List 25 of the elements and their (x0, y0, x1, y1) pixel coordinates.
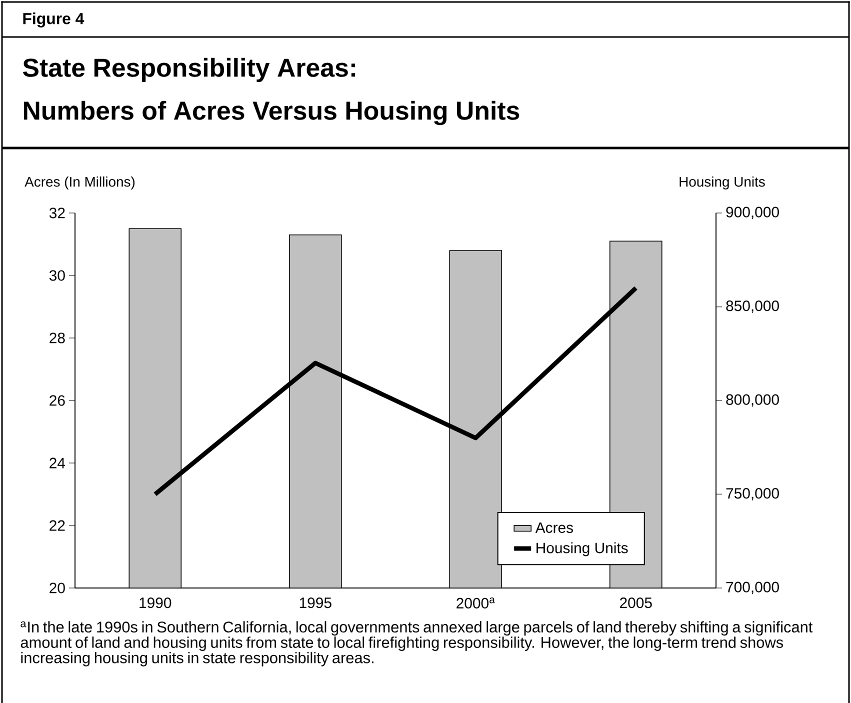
y-tick-label: 20 (50, 582, 65, 594)
y-tick-label: 24 (50, 458, 66, 468)
chart-subtitle: Numbers of Acres Versus Housing Units (24, 100, 520, 126)
y2-tick-label: 850,000 (726, 300, 779, 313)
y-tick-label: 28 (50, 332, 65, 344)
x-tick-label: 2005 (620, 598, 652, 608)
y-tick-label: 32 (49, 208, 65, 218)
x-tick-label: 1990 (140, 598, 172, 608)
y2-tick-label: 900,000 (726, 206, 779, 220)
y-tick-label: 22 (50, 520, 65, 531)
text: $^{a}$In the late 1990s in Southern California, local governments annexed large parcels of land thereby shifting a significant amount of land and housing units from state to local firefighting responsibility. However, the long-term trend shows increasing housing units in state responsibility areas. (20, 621, 813, 666)
y2-axis-title: Housing Units (680, 176, 765, 190)
y-axis-title: Acres (In Millions) (24, 176, 135, 190)
legend-label: Housing Units (536, 542, 628, 556)
x-tick-label: 1995 (300, 598, 332, 608)
y2-tick-label: 700,000 (726, 582, 779, 594)
y-tick-label: 26 (50, 395, 65, 406)
caption: Figure 4 (23, 12, 84, 28)
y2-tick-label: 800,000 (726, 394, 779, 407)
line-series (152, 286, 638, 496)
y2-tick-label: 750,000 (726, 488, 779, 500)
chart-title: State Responsibility Areas: (22, 58, 356, 82)
y-tick-label: 30 (49, 270, 65, 281)
legend-label: Acres (535, 522, 573, 533)
x-tick-label: 2000$^{a}$ (456, 598, 495, 608)
